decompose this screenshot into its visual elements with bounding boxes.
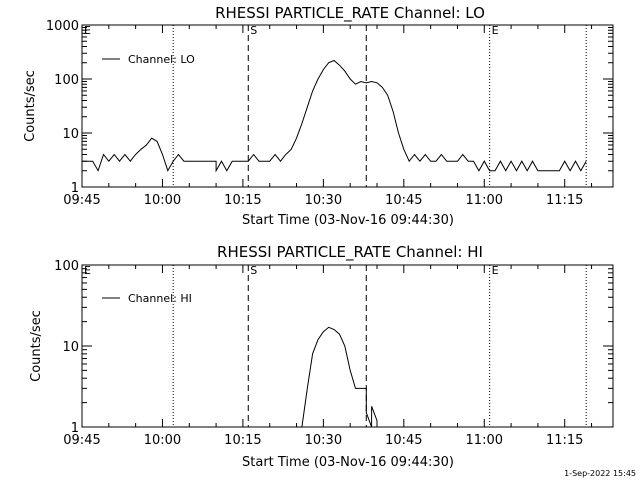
- chart-lo-y-ticks: 1 10 100 1000: [46, 19, 613, 196]
- x-tick-label: 11:00: [466, 433, 503, 448]
- y-tick-label: 1: [71, 421, 79, 436]
- chart-lo: RHESSI PARTICLE_RATE Channel: LO 09:45 10…: [23, 4, 614, 228]
- y-tick-label: 100: [54, 73, 79, 88]
- x-tick-label: 10:45: [385, 433, 422, 448]
- x-tick-label: 11:15: [546, 193, 583, 208]
- generation-date-stamp: 1-Sep-2022 15:45: [564, 469, 636, 478]
- chart-hi-series-line: [301, 326, 378, 428]
- chart-hi-plot-frame: [81, 264, 614, 428]
- x-tick-label: 10:30: [305, 193, 342, 208]
- chart-hi-legend-label: Channel: HI: [128, 292, 192, 305]
- chart-lo-y-axis-label: Counts/sec: [23, 70, 38, 142]
- chart-lo-title: RHESSI PARTICLE_RATE Channel: LO: [215, 4, 485, 23]
- chart-lo-x-axis-label: Start Time (03-Nov-16 09:44:30): [242, 213, 454, 228]
- x-tick-label: 10:45: [385, 193, 422, 208]
- event-marker-label: E: [84, 264, 91, 277]
- y-tick-label: 100: [54, 259, 79, 274]
- x-tick-label: 09:45: [63, 193, 100, 208]
- chart-hi: RHESSI PARTICLE_RATE Channel: HI 09:45 10…: [29, 243, 614, 470]
- y-tick-label: 10: [62, 340, 79, 355]
- x-tick-label: 10:15: [224, 193, 261, 208]
- event-marker-label: S: [250, 24, 257, 37]
- x-tick-label: 10:15: [224, 433, 261, 448]
- x-tick-label: 10:30: [305, 433, 342, 448]
- x-tick-label: 10:00: [144, 193, 181, 208]
- y-tick-label: 1000: [46, 19, 79, 34]
- chart-hi-y-ticks: 1 10 100: [54, 259, 613, 436]
- x-tick-label: 11:00: [466, 193, 503, 208]
- chart-lo-legend-label: Channel: LO: [128, 53, 195, 66]
- event-marker-label: E: [492, 24, 499, 37]
- event-marker-label: E: [492, 264, 499, 277]
- chart-hi-y-axis-label: Counts/sec: [29, 310, 44, 382]
- y-tick-label: 10: [62, 127, 79, 142]
- chart-hi-x-axis-label: Start Time (03-Nov-16 09:44:30): [242, 455, 454, 470]
- chart-hi-title: RHESSI PARTICLE_RATE Channel: HI: [217, 243, 483, 262]
- chart-lo-x-ticks: 09:45 10:00 10:15 10:30 10:45 11:00 11:15: [63, 25, 593, 208]
- x-tick-label: 11:15: [546, 433, 583, 448]
- y-tick-label: 1: [71, 181, 79, 196]
- x-tick-label: 10:00: [144, 433, 181, 448]
- chart-lo-series-line: [82, 59, 587, 173]
- event-marker-label: S: [250, 264, 257, 277]
- event-marker-label: E: [84, 24, 91, 37]
- x-tick-label: 09:45: [63, 433, 100, 448]
